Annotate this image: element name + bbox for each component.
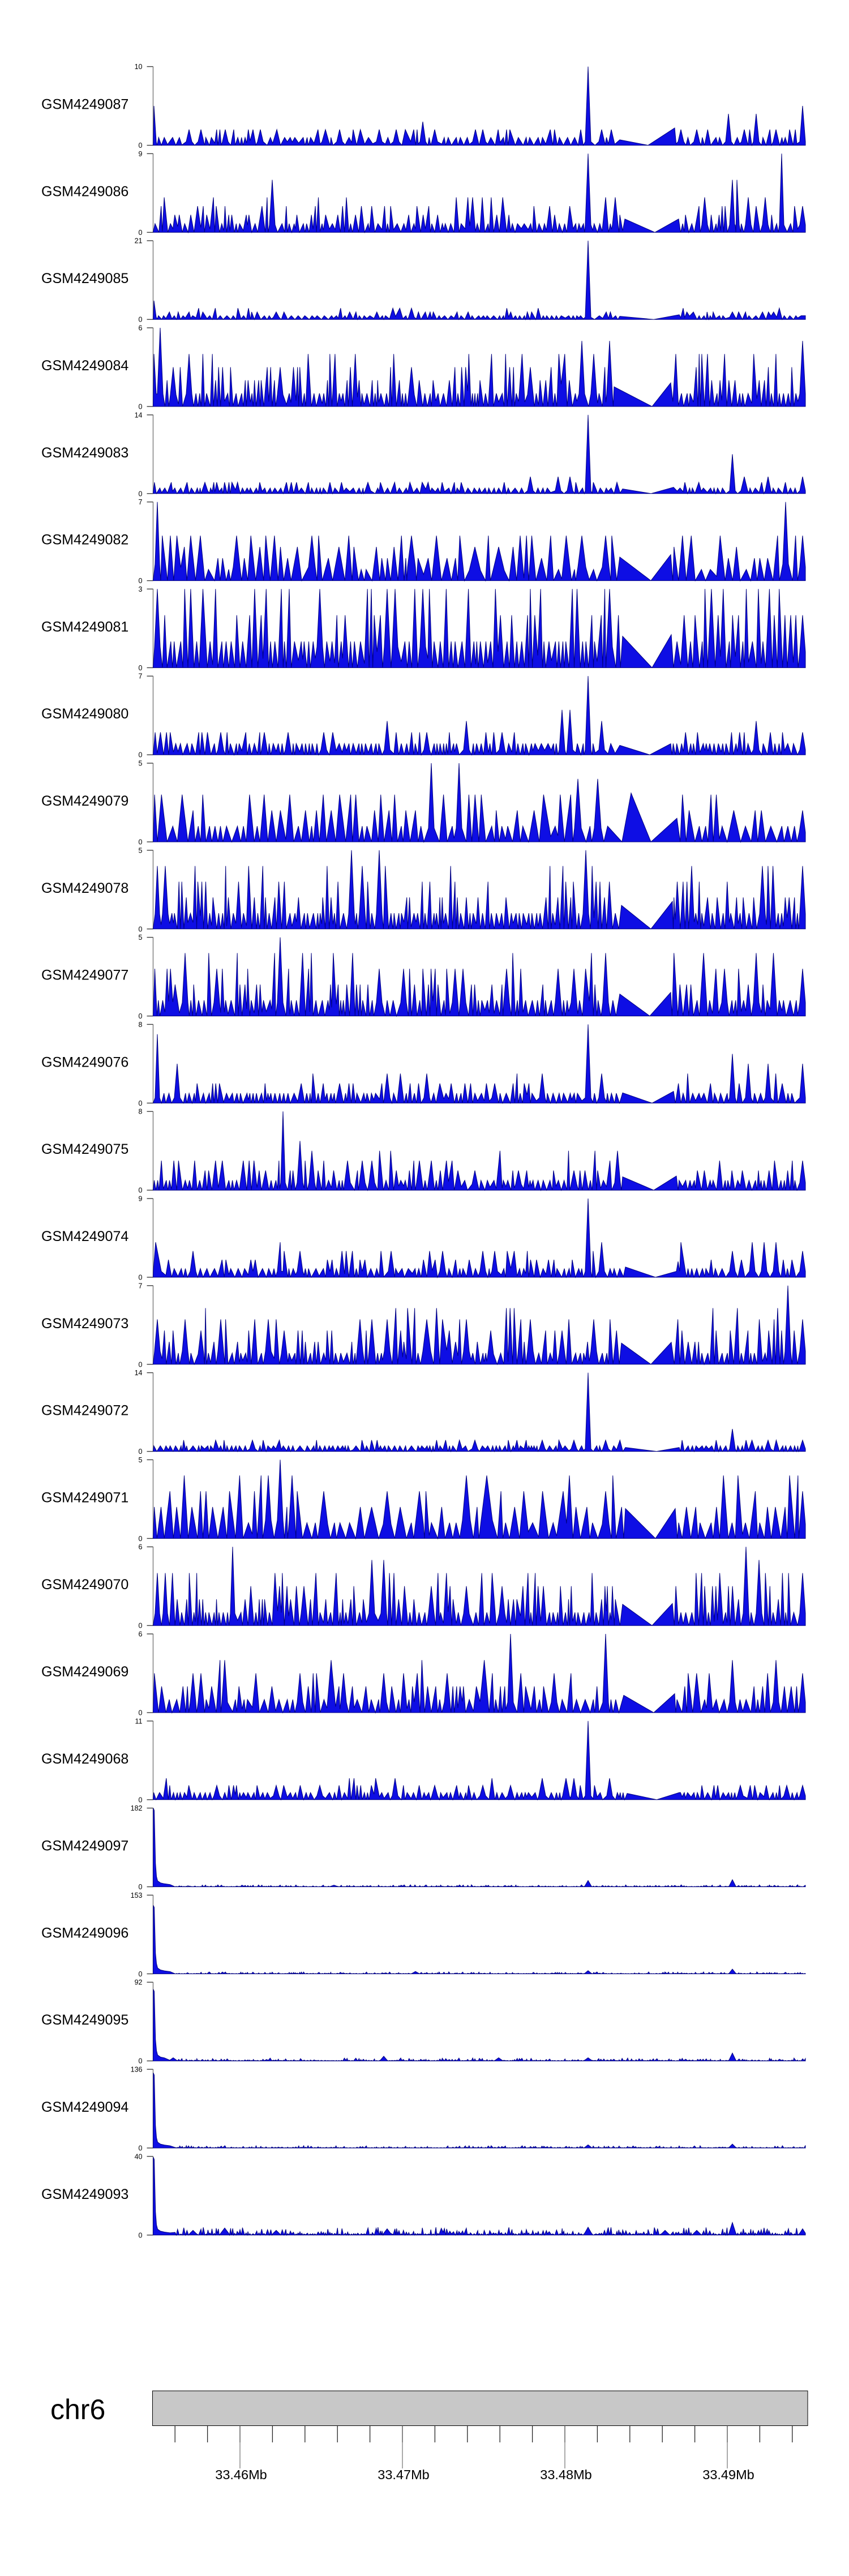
svg-text:0: 0 [139, 229, 143, 237]
svg-text:GSM4249075: GSM4249075 [41, 1141, 128, 1157]
svg-text:5: 5 [139, 1456, 143, 1464]
svg-text:0: 0 [139, 1709, 143, 1717]
svg-text:GSM4249085: GSM4249085 [41, 271, 128, 286]
svg-text:6: 6 [139, 1631, 143, 1638]
svg-text:21: 21 [135, 237, 143, 245]
svg-text:5: 5 [139, 760, 143, 768]
svg-text:0: 0 [139, 1274, 143, 1282]
svg-text:40: 40 [135, 2153, 143, 2160]
svg-text:3: 3 [139, 585, 143, 593]
svg-text:0: 0 [139, 2231, 143, 2239]
svg-text:11: 11 [135, 1717, 143, 1725]
svg-text:GSM4249071: GSM4249071 [41, 1490, 128, 1505]
svg-text:GSM4249087: GSM4249087 [41, 97, 128, 113]
svg-text:0: 0 [139, 142, 143, 149]
svg-text:153: 153 [131, 1892, 143, 1899]
svg-text:136: 136 [131, 2066, 143, 2074]
svg-text:6: 6 [139, 1543, 143, 1551]
svg-text:33.48Mb: 33.48Mb [540, 2467, 591, 2482]
svg-text:0: 0 [139, 1796, 143, 1804]
svg-text:GSM4249078: GSM4249078 [41, 880, 128, 896]
svg-text:0: 0 [139, 664, 143, 672]
svg-text:0: 0 [139, 1360, 143, 1368]
svg-text:0: 0 [139, 1883, 143, 1891]
svg-text:5: 5 [139, 934, 143, 942]
svg-text:9: 9 [139, 150, 143, 158]
svg-text:0: 0 [139, 1099, 143, 1107]
svg-text:0: 0 [139, 1448, 143, 1456]
svg-text:0: 0 [139, 577, 143, 585]
svg-text:0: 0 [139, 925, 143, 933]
svg-text:GSM4249070: GSM4249070 [41, 1577, 128, 1593]
svg-text:chr6: chr6 [50, 2394, 105, 2425]
svg-text:GSM4249095: GSM4249095 [41, 2012, 128, 2028]
svg-text:0: 0 [139, 403, 143, 411]
svg-text:14: 14 [135, 1369, 143, 1377]
svg-text:0: 0 [139, 2145, 143, 2153]
svg-text:0: 0 [139, 1535, 143, 1543]
svg-text:33.47Mb: 33.47Mb [378, 2467, 429, 2482]
svg-text:0: 0 [139, 751, 143, 759]
svg-text:GSM4249082: GSM4249082 [41, 532, 128, 548]
svg-text:0: 0 [139, 838, 143, 846]
svg-text:8: 8 [139, 1108, 143, 1116]
svg-text:0: 0 [139, 1970, 143, 1978]
svg-text:GSM4249094: GSM4249094 [41, 2099, 128, 2115]
svg-text:GSM4249072: GSM4249072 [41, 1403, 128, 1419]
svg-text:0: 0 [139, 490, 143, 498]
svg-text:GSM4249079: GSM4249079 [41, 793, 128, 809]
svg-text:0: 0 [139, 1622, 143, 1630]
svg-text:92: 92 [135, 1979, 143, 1987]
svg-text:GSM4249076: GSM4249076 [41, 1054, 128, 1070]
svg-text:GSM4249083: GSM4249083 [41, 445, 128, 461]
svg-text:5: 5 [139, 846, 143, 854]
svg-text:7: 7 [139, 673, 143, 681]
svg-text:0: 0 [139, 2057, 143, 2065]
svg-text:182: 182 [131, 1804, 143, 1812]
svg-text:8: 8 [139, 1021, 143, 1029]
svg-text:GSM4249086: GSM4249086 [41, 183, 128, 199]
svg-text:GSM4249073: GSM4249073 [41, 1316, 128, 1332]
svg-text:GSM4249084: GSM4249084 [41, 358, 128, 374]
svg-text:GSM4249081: GSM4249081 [41, 619, 128, 635]
svg-text:7: 7 [139, 498, 143, 506]
svg-text:GSM4249069: GSM4249069 [41, 1664, 128, 1680]
svg-text:GSM4249093: GSM4249093 [41, 2186, 128, 2202]
svg-text:7: 7 [139, 1282, 143, 1290]
svg-text:GSM4249074: GSM4249074 [41, 1229, 128, 1244]
svg-text:GSM4249068: GSM4249068 [41, 1751, 128, 1767]
svg-text:33.49Mb: 33.49Mb [702, 2467, 754, 2482]
svg-text:6: 6 [139, 324, 143, 332]
svg-text:33.46Mb: 33.46Mb [215, 2467, 267, 2482]
svg-text:0: 0 [139, 1012, 143, 1020]
svg-text:GSM4249096: GSM4249096 [41, 1925, 128, 1941]
svg-text:0: 0 [139, 316, 143, 324]
svg-text:GSM4249077: GSM4249077 [41, 968, 128, 983]
svg-text:10: 10 [135, 63, 143, 71]
svg-text:9: 9 [139, 1195, 143, 1203]
svg-text:GSM4249097: GSM4249097 [41, 1838, 128, 1854]
svg-text:14: 14 [135, 411, 143, 419]
svg-text:0: 0 [139, 1187, 143, 1195]
svg-text:GSM4249080: GSM4249080 [41, 706, 128, 722]
